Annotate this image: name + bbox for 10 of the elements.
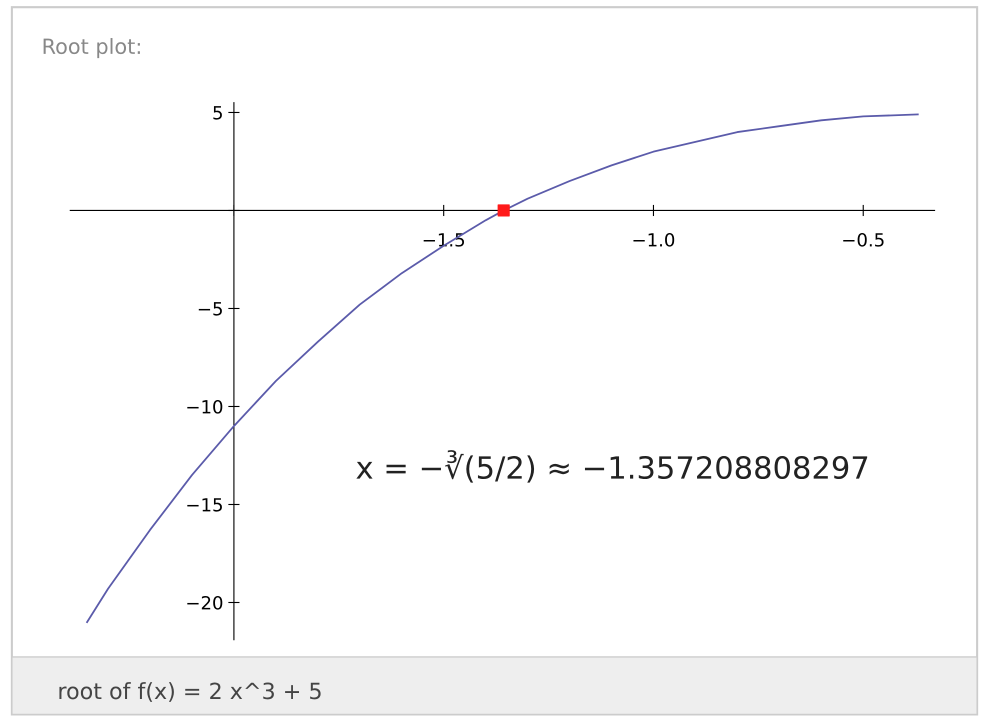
chart-title: Root plot: xyxy=(44,38,140,58)
x-tick-label: −0.5 xyxy=(843,233,884,247)
y-tick-label: −5 xyxy=(198,302,222,316)
text: root of f(x) = 2 x^3 + 5 xyxy=(59,682,321,702)
y-tick-label: −20 xyxy=(187,596,222,610)
y-tick-label: −10 xyxy=(187,400,222,414)
y-tick-label: −15 xyxy=(187,498,222,512)
annotation: x = −∛(5/2) ≈ −1.357208808297 xyxy=(356,450,868,483)
y-tick-label: 5 xyxy=(213,106,222,120)
x-tick-label: −1.0 xyxy=(633,233,674,247)
